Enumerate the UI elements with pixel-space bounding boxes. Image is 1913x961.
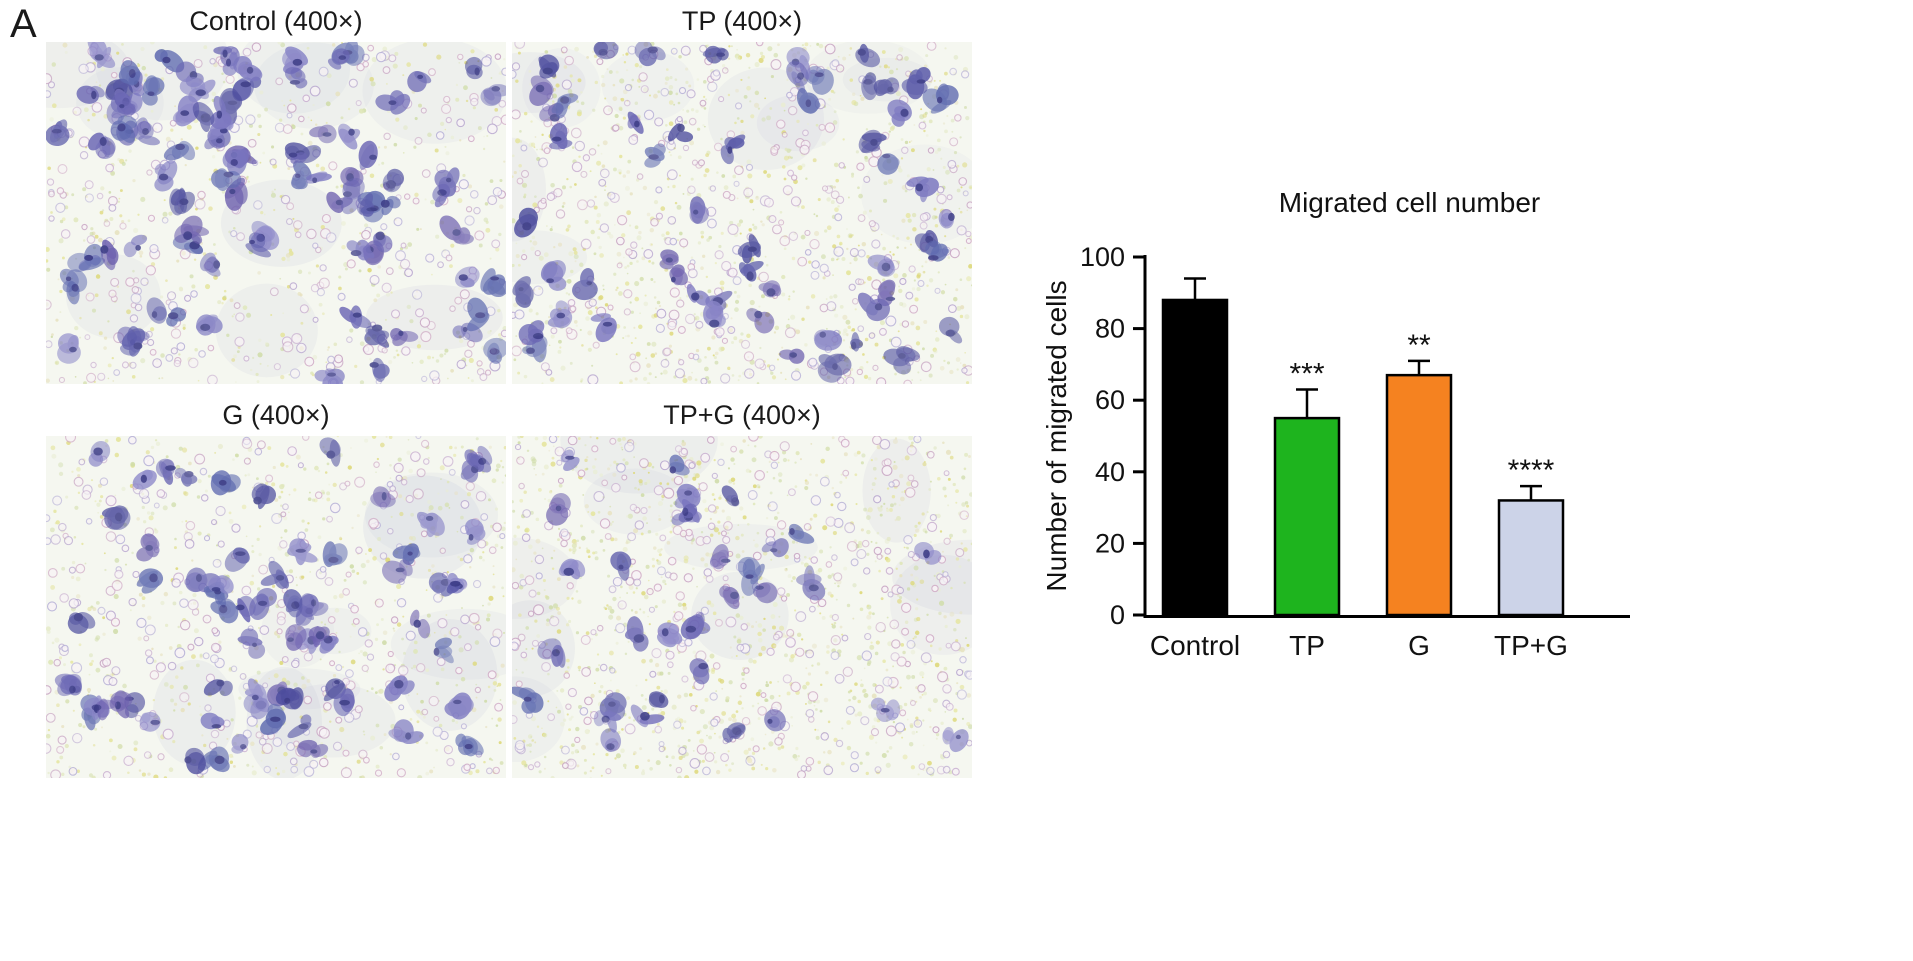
micrograph-title-control: Control (400×): [189, 6, 363, 36]
micrograph-panel-tpg: TP+G (400×): [512, 398, 972, 778]
micrograph-image-tpg: [512, 436, 972, 778]
bar-tp: [1273, 416, 1341, 617]
micrograph-texture-g: [46, 436, 506, 778]
bar-g: [1385, 373, 1453, 617]
micrograph-texture-tpg: [512, 436, 972, 778]
micrograph-texture-tp: [512, 42, 972, 384]
significance-g: **: [1407, 329, 1431, 362]
significance-tp: ***: [1289, 357, 1324, 390]
x-category-label-tpg: TP+G: [1494, 630, 1568, 661]
y-tick-label-60: 60: [1095, 385, 1125, 415]
panel-letter: A: [10, 2, 37, 46]
y-tick-label-0: 0: [1110, 600, 1125, 630]
micrograph-title-g: G (400×): [222, 400, 330, 430]
bar-control: [1161, 298, 1229, 617]
chart-ylabel: Number of migrated cells: [1041, 280, 1072, 591]
micrograph-panel-g: G (400×): [46, 398, 506, 778]
micrograph-grid: Control (400×) TP (400×) G (400×) TP+G (…: [46, 4, 972, 778]
bar-tpg: [1497, 499, 1565, 617]
micrograph-title-tpg: TP+G (400×): [663, 400, 821, 430]
micrograph-image-g: [46, 436, 506, 778]
micrograph-image-tp: [512, 42, 972, 384]
x-category-label-g: G: [1408, 630, 1430, 661]
y-tick-label-20: 20: [1095, 528, 1125, 558]
y-tick-label-40: 40: [1095, 457, 1125, 487]
micrograph-panel-tp: TP (400×): [512, 4, 972, 384]
micrograph-title-tp: TP (400×): [681, 6, 803, 36]
y-tick-label-100: 100: [1080, 242, 1125, 272]
bar-chart: Migrated cell number Number of migrated c…: [1041, 187, 1630, 661]
micrograph-texture-control: [46, 42, 506, 384]
micrograph-image-control: [46, 42, 506, 384]
x-category-label-control: Control: [1150, 630, 1240, 661]
significance-tpg: ****: [1508, 454, 1555, 487]
bar-chart-container: Migrated cell number Number of migrated c…: [1030, 180, 1670, 680]
micrograph-panel-control: Control (400×): [46, 4, 506, 384]
chart-title: Migrated cell number: [1279, 187, 1540, 218]
y-tick-label-80: 80: [1095, 314, 1125, 344]
x-category-label-tp: TP: [1289, 630, 1325, 661]
